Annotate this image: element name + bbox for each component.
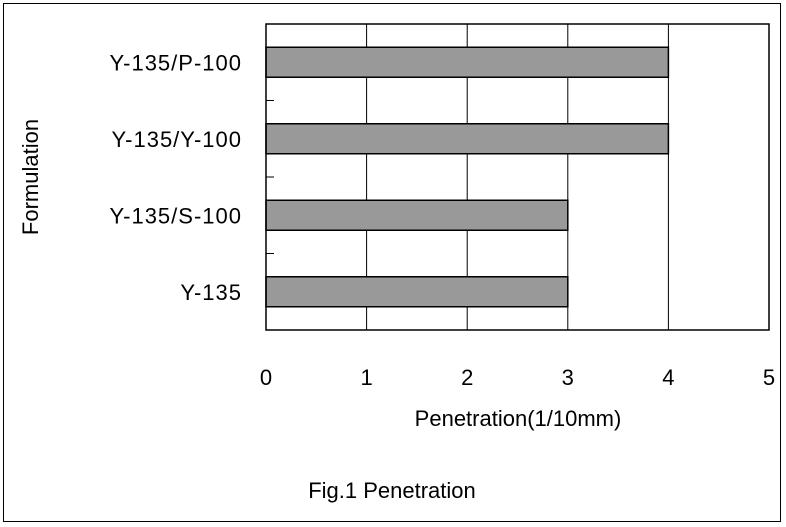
y-axis-title: Formulation xyxy=(18,119,43,235)
x-tick-label-2: 2 xyxy=(461,365,473,390)
tick-layer xyxy=(266,100,274,254)
x-tick-label-1: 1 xyxy=(360,365,372,390)
x-tick-label-4: 4 xyxy=(662,365,674,390)
x-tick-label-3: 3 xyxy=(562,365,574,390)
bar-chart: 0 1 2 3 4 5 Y-135/P-100 Y-135/Y-100 Y-135/S-100 Y… xyxy=(18,23,775,503)
bar-y-135-p-100 xyxy=(265,46,670,78)
y-category-label: Y-135/Y-100 xyxy=(112,127,243,152)
x-tick-label-5: 5 xyxy=(763,365,775,390)
bar-y-135-y-100 xyxy=(265,123,670,155)
chart-frame: 0 1 2 3 4 5 Y-135/P-100 Y-135/Y-100 Y-135/S-100 Y… xyxy=(3,3,781,522)
label-layer: 0 1 2 3 4 5 Y-135/P-100 Y-135/Y-100 Y-135/S-100 Y… xyxy=(109,50,775,390)
bar-layer xyxy=(265,46,670,308)
y-category-label: Y-135 xyxy=(180,280,242,305)
y-category-label: Y-135/P-100 xyxy=(109,50,242,75)
x-tick-label-0: 0 xyxy=(260,365,272,390)
figure-caption: Fig.1 Penetration xyxy=(308,478,476,503)
bar-y-135-s-100 xyxy=(265,199,569,231)
x-axis-title: Penetration(1/10mm) xyxy=(415,406,622,431)
y-category-label: Y-135/S-100 xyxy=(109,203,242,228)
bar-y-135 xyxy=(265,276,569,308)
